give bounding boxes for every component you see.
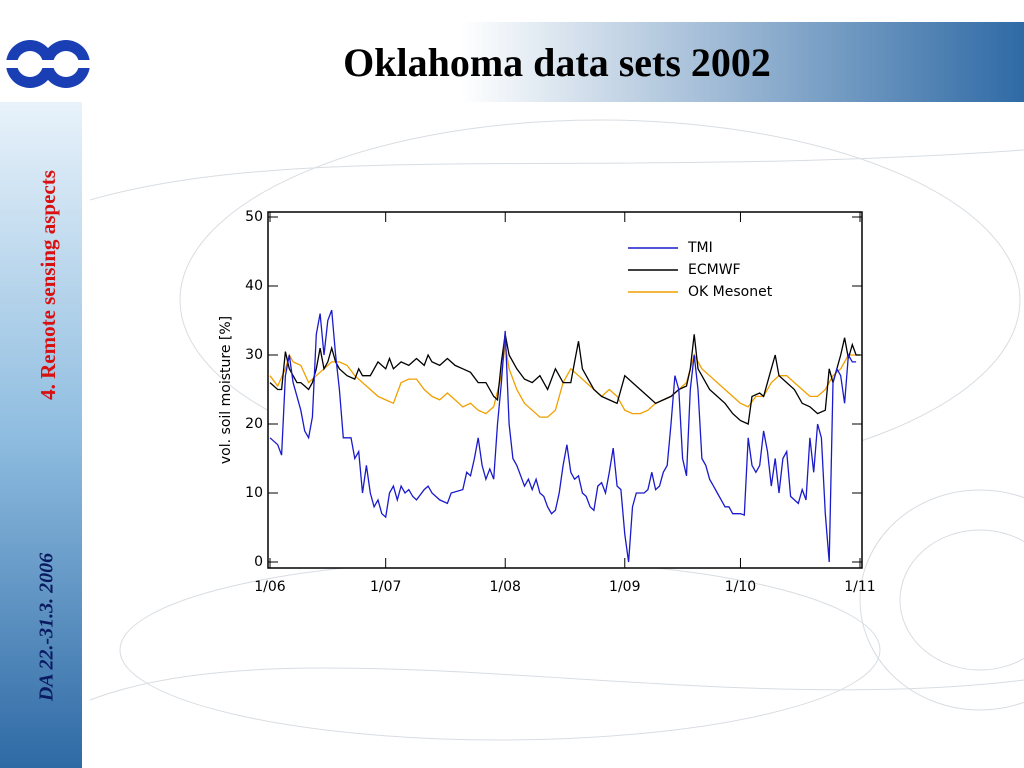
y-tick-label: 40 — [245, 278, 263, 294]
x-tick-label: 1/11 — [844, 579, 875, 595]
section-label: 4. Remote sensing aspects — [36, 170, 60, 400]
series-line — [269, 344, 860, 418]
plot-frame — [267, 211, 863, 569]
logo — [4, 40, 92, 88]
y-tick-label: 10 — [245, 485, 263, 501]
series-line — [269, 334, 860, 425]
footer-date: DA 22.-31.3. 2006 — [36, 553, 58, 702]
x-tick-label: 1/08 — [490, 579, 521, 595]
series-line — [269, 309, 857, 563]
legend-label: ECMWF — [688, 262, 741, 278]
y-tick-label: 20 — [245, 416, 263, 432]
y-tick-label: 30 — [245, 347, 263, 363]
header-band — [0, 22, 1024, 102]
legend-label: TMI — [687, 240, 713, 256]
legend-label: OK Mesonet — [688, 284, 773, 300]
y-axis-label: vol. soil moisture [%] — [218, 316, 234, 464]
x-tick-label: 1/09 — [609, 579, 640, 595]
side-band — [0, 102, 82, 768]
slide-title: Oklahoma data sets 2002 — [343, 40, 771, 85]
x-tick-label: 1/10 — [725, 579, 756, 595]
x-tick-label: 1/07 — [370, 579, 401, 595]
y-tick-label: 50 — [245, 209, 263, 225]
x-tick-label: 1/06 — [254, 579, 286, 595]
y-tick-label: 0 — [254, 554, 263, 570]
